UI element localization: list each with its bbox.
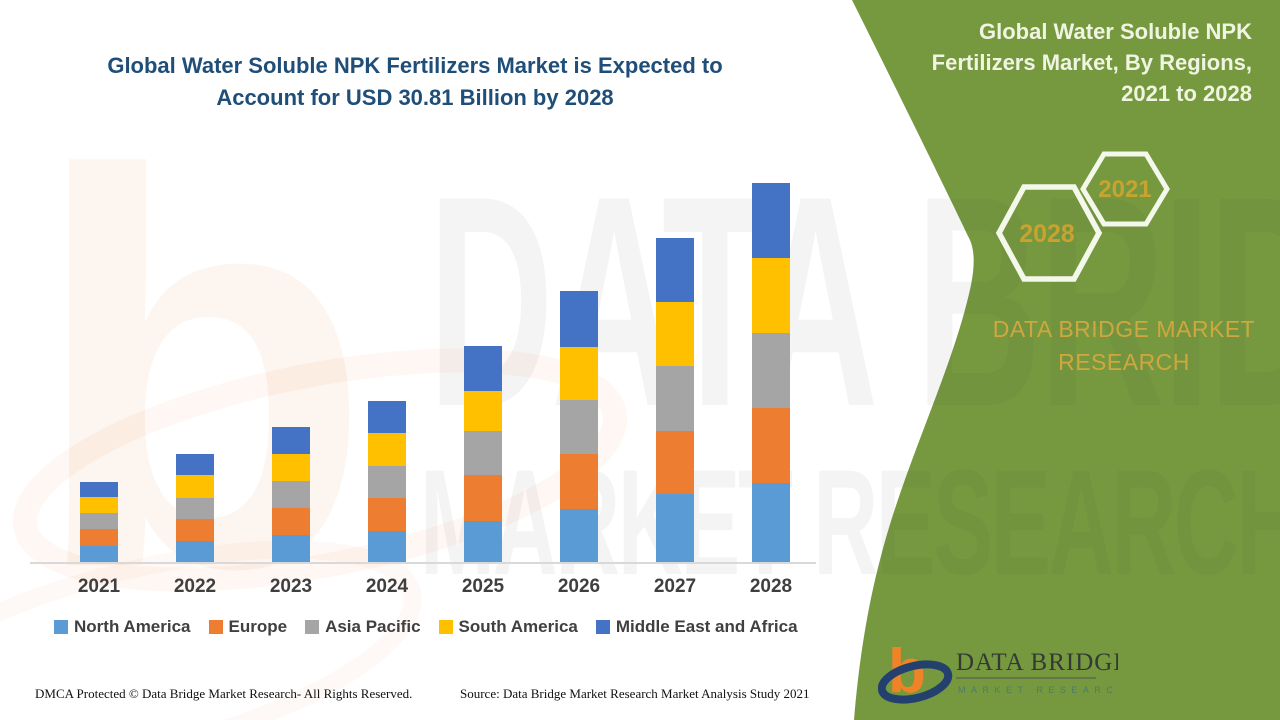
x-axis-label-2027: 2027 bbox=[653, 576, 697, 597]
bar-segment-2023-europe bbox=[272, 508, 310, 536]
bar-segment-2021-north-america bbox=[80, 546, 118, 562]
chart-title-line2: Account for USD 30.81 Billion by 2028 bbox=[216, 85, 614, 110]
bar-segment-2028-south-america bbox=[752, 258, 790, 334]
legend-swatch bbox=[54, 620, 68, 634]
bar-segment-2022-middle-east-and-africa bbox=[176, 453, 214, 476]
side-panel-title-line1: Global Water Soluble NPK bbox=[979, 19, 1252, 44]
bar-segment-2021-asia-pacific bbox=[80, 512, 118, 530]
legend-item-south-america: South America bbox=[438, 617, 578, 637]
source-note: Source: Data Bridge Market Research Mark… bbox=[460, 686, 810, 701]
legend-swatch bbox=[595, 620, 610, 634]
bar-segment-2027-south-america bbox=[656, 302, 694, 367]
side-panel-title-line2: Fertilizers Market, By Regions, bbox=[931, 50, 1252, 75]
bar-segment-2028-europe bbox=[752, 407, 790, 484]
legend-label: South America bbox=[458, 617, 578, 636]
bar-segment-2027-middle-east-and-africa bbox=[656, 237, 694, 303]
bar-segment-2025-south-america bbox=[464, 390, 502, 431]
bar-segment-2021-middle-east-and-africa bbox=[80, 481, 118, 497]
legend-swatch bbox=[208, 620, 223, 634]
bar-segment-2026-asia-pacific bbox=[560, 399, 598, 455]
bar-2023 bbox=[272, 426, 310, 562]
bar-segment-2027-europe bbox=[656, 431, 694, 494]
chart-title-line1: Global Water Soluble NPK Fertilizers Mar… bbox=[107, 53, 723, 78]
bar-segment-2025-europe bbox=[464, 474, 502, 521]
bar-segment-2027-asia-pacific bbox=[656, 366, 694, 432]
legend-label: North America bbox=[74, 617, 191, 636]
bar-2027 bbox=[656, 237, 694, 562]
bar-2021 bbox=[80, 481, 118, 562]
x-axis-label-2023: 2023 bbox=[269, 576, 313, 597]
chart-title: Global Water Soluble NPK Fertilizers Mar… bbox=[70, 50, 760, 114]
legend-label: Asia Pacific bbox=[325, 617, 421, 636]
bar-segment-2024-north-america bbox=[368, 531, 406, 562]
bar-segment-2025-north-america bbox=[464, 520, 502, 562]
bar-segment-2025-middle-east-and-africa bbox=[464, 346, 502, 391]
bar-segment-2026-south-america bbox=[560, 346, 598, 400]
bar-segment-2024-middle-east-and-africa bbox=[368, 400, 406, 434]
legend-item-north-america: North America bbox=[54, 617, 191, 637]
bar-segment-2026-north-america bbox=[560, 509, 598, 562]
legend-swatch bbox=[438, 620, 453, 634]
side-panel-title-line3: 2021 to 2028 bbox=[1121, 81, 1252, 106]
bar-2026 bbox=[560, 291, 598, 562]
legend-item-middle-east-and-africa: Middle East and Africa bbox=[595, 617, 798, 637]
bar-segment-2023-asia-pacific bbox=[272, 481, 310, 509]
bar-2025 bbox=[464, 346, 502, 562]
bar-segment-2027-north-america bbox=[656, 493, 694, 562]
bar-segment-2026-europe bbox=[560, 454, 598, 510]
brand-statement-line1: DATA BRIDGE MARKET bbox=[992, 316, 1256, 342]
bar-segment-2022-south-america bbox=[176, 475, 214, 499]
bar-segment-2021-south-america bbox=[80, 496, 118, 513]
hexagon-2021-label: 2021 bbox=[1098, 176, 1151, 203]
bar-segment-2022-north-america bbox=[176, 541, 214, 562]
bar-segment-2028-asia-pacific bbox=[752, 333, 790, 408]
legend-item-asia-pacific: Asia Pacific bbox=[305, 617, 421, 637]
x-axis-label-2028: 2028 bbox=[749, 576, 793, 597]
x-axis-label-2022: 2022 bbox=[173, 576, 217, 597]
bar-segment-2025-asia-pacific bbox=[464, 430, 502, 475]
databridge-logo: b DATA BRIDGE MARKET RESEARCH bbox=[878, 637, 1118, 706]
x-axis-label-2026: 2026 bbox=[557, 576, 601, 597]
bar-segment-2023-middle-east-and-africa bbox=[272, 426, 310, 454]
logo-subtext: MARKET RESEARCH bbox=[958, 685, 1118, 695]
bar-2024 bbox=[368, 400, 406, 562]
bar-segment-2022-europe bbox=[176, 518, 214, 541]
brand-statement-line2: RESEARCH bbox=[1058, 349, 1190, 375]
side-panel-title: Global Water Soluble NPK Fertilizers Mar… bbox=[880, 16, 1252, 109]
bar-segment-2024-asia-pacific bbox=[368, 466, 406, 499]
logo-wordmark: DATA BRIDGE bbox=[956, 649, 1118, 676]
bar-segment-2022-asia-pacific bbox=[176, 498, 214, 519]
hexagon-2028-label: 2028 bbox=[1019, 220, 1075, 248]
dmca-notice: DMCA Protected © Data Bridge Market Rese… bbox=[35, 686, 413, 701]
bar-segment-2023-north-america bbox=[272, 535, 310, 562]
bar-segment-2026-middle-east-and-africa bbox=[560, 291, 598, 347]
bar-2022 bbox=[176, 453, 214, 562]
bar-segment-2024-europe bbox=[368, 498, 406, 531]
x-axis-label-2024: 2024 bbox=[365, 576, 409, 597]
year-hexagons: 2021 2028 bbox=[995, 151, 1170, 282]
bar-segment-2028-north-america bbox=[752, 483, 790, 562]
legend-label: Europe bbox=[228, 617, 288, 636]
x-axis-line bbox=[30, 562, 816, 564]
legend-swatch bbox=[305, 620, 320, 634]
bar-segment-2021-europe bbox=[80, 529, 118, 546]
bar-2028 bbox=[752, 183, 790, 562]
bar-segment-2024-south-america bbox=[368, 433, 406, 467]
brand-statement: DATA BRIDGE MARKET RESEARCH bbox=[973, 313, 1275, 379]
x-axis-label-2021: 2021 bbox=[77, 576, 121, 597]
bar-segment-2028-middle-east-and-africa bbox=[752, 183, 790, 259]
bar-segment-2023-south-america bbox=[272, 453, 310, 482]
x-axis-label-2025: 2025 bbox=[461, 576, 505, 597]
chart-legend: North America Europe Asia Pacific South Ame… bbox=[54, 617, 824, 637]
legend-item-europe: Europe bbox=[208, 617, 288, 637]
legend-label: Middle East and Africa bbox=[615, 617, 798, 636]
